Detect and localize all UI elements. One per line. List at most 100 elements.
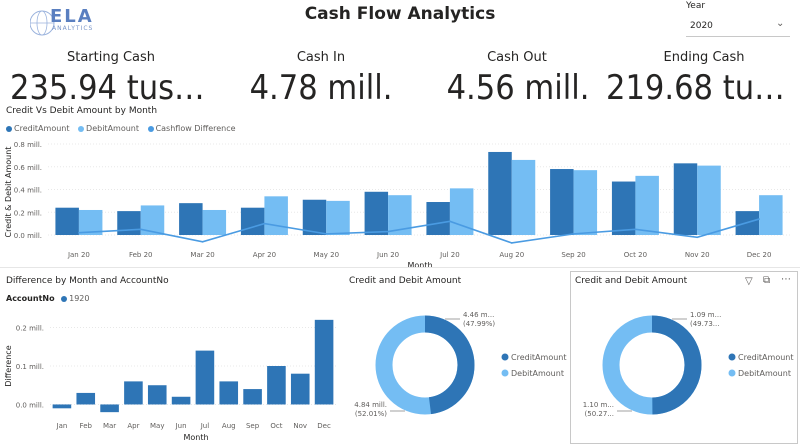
credit-data-pct: (47.99%) [463,320,495,328]
debit-bar [573,170,598,235]
x-tick-label: Jun 20 [376,251,399,259]
x-tick-label: Apr 20 [253,251,276,259]
difference-bar [124,381,143,405]
difference-bar [243,389,262,405]
x-tick-label: Jul [200,422,210,430]
debit-bar [759,195,783,235]
y-tick-label: 0.2 mill. [16,325,44,333]
x-tick-label: Aug [222,422,236,430]
legend-item-debit[interactable]: DebitAmount [78,124,139,133]
more-options-icon[interactable]: ⋯ [781,274,791,285]
debit-bar [388,195,412,235]
x-tick-label: Apr [127,422,139,430]
debit-bar [511,159,536,235]
debit-bar [635,175,659,235]
difference-point [201,241,204,243]
main-chart-title: Credit Vs Debit Amount by Month [6,106,158,116]
legend-dot-icon [61,295,68,302]
legend-debit-label: DebitAmount [738,369,791,378]
y-tick-label: 0.8 mill. [14,141,42,149]
difference-point [387,230,389,233]
account-legend: AccountNo 1920 [6,294,89,303]
legend-item-1920[interactable]: 1920 [61,294,89,303]
legend-item-credit[interactable]: CreditAmount [6,124,70,133]
debit-data-label: 1.10 m... [583,401,614,409]
credit-data-pct: (49.73... [690,320,719,328]
y-tick-label: 0.4 mill. [14,187,42,195]
x-tick-label: Dec 20 [747,251,772,259]
legend-debit-label: DebitAmount [511,369,564,378]
credit-bar [117,211,141,235]
credit-bar [550,169,574,235]
legend-dot-icon [6,125,12,132]
difference-bar [171,396,191,405]
filter-icon[interactable]: ▽ [745,276,753,287]
difference-point [634,228,637,231]
credit-bar [364,191,389,235]
donut-chart-1[interactable]: 4.46 m...(47.99%) 4.84 mill.(52.01%) Credi… [345,290,570,440]
x-tick-label: Feb [80,422,93,430]
x-tick-label: Aug 20 [499,251,524,259]
focus-mode-icon[interactable]: ⧉ [763,275,771,286]
x-tick-label: Oct [270,422,282,430]
legend-credit-label: CreditAmount [511,353,567,362]
difference-bar [52,404,72,409]
credit-debit-bar-chart[interactable]: 0.0 mill. 0.2 mill. 0.4 mill. 0.6 mill. 0.8 … [0,136,800,270]
chevron-down-icon[interactable]: ⌄ [776,18,785,29]
y-tick-label: 0.1 mill. [16,363,44,371]
x-axis-label: Month [407,261,432,270]
difference-bar [267,366,286,405]
logo-name: ELA [50,6,94,27]
credit-bar [55,207,79,235]
kpi-cash-out-value: 4.56 mill. [446,68,590,108]
legend-dot-icon [728,369,736,377]
difference-bar [100,404,119,413]
x-tick-label: Jul 20 [439,251,460,259]
kpi-starting-cash-value: 235.94 tusen [10,68,210,108]
y-tick-label: 0.2 mill. [14,209,42,217]
x-tick-label: Sep 20 [561,251,585,259]
year-slicer-value: 2020 [690,21,713,31]
difference-bar [219,381,239,405]
kpi-cash-out-label: Cash Out [487,50,547,65]
year-slicer-dropdown[interactable] [686,16,790,37]
difference-bar-chart[interactable]: 0.0 mill. 0.1 mill. 0.2 mill. Jan Feb Mar Apr M… [0,306,340,446]
donut1-title: Credit and Debit Amount [349,276,462,286]
debit-bar [264,196,288,235]
kpi-cash-in-label: Cash In [296,50,346,65]
x-tick-label: Oct 20 [624,251,647,259]
y-axis-label: Credit & Debit Amount [4,147,13,238]
x-tick-label: Feb 20 [129,251,153,259]
difference-point [263,222,266,225]
legend-dot-icon [728,353,736,361]
kpi-ending-cash-value: 219.68 tus... [606,68,796,108]
y-tick-label: 0.6 mill. [14,164,42,172]
debit-bar [202,209,227,235]
difference-point [325,233,328,235]
cashflow-difference-line [78,218,760,244]
donut-chart-2[interactable]: 1.09 m...(49.73... 1.10 m...(50.27... Cred… [572,290,797,440]
legend-dot-icon [501,369,509,377]
difference-point [696,236,699,239]
credit-bar [488,151,512,235]
kpi-cash-in-value: 4.78 mill. [249,68,393,108]
x-tick-label: Nov [293,422,307,430]
legend-item-difference[interactable]: Cashflow Difference [147,124,236,133]
difference-bar [195,350,215,405]
logo-globe-icon [29,10,55,36]
credit-segment [602,315,702,415]
x-tick-label: May 20 [313,251,339,259]
difference-point [139,228,142,231]
difference-bar [147,385,167,405]
y-tick-label: 0.0 mill. [14,232,42,240]
debit-bar [326,200,350,235]
credit-segment [375,315,475,415]
difference-point [572,233,575,235]
difference-point [510,242,513,244]
credit-bar [302,199,327,235]
main-chart-legend: CreditAmount DebitAmount Cashflow Differ… [6,124,236,133]
credit-bar [426,202,450,235]
debit-bar [697,165,721,235]
legend-credit-label: CreditAmount [738,353,794,362]
debit-data-pct: (52.01%) [355,410,387,418]
